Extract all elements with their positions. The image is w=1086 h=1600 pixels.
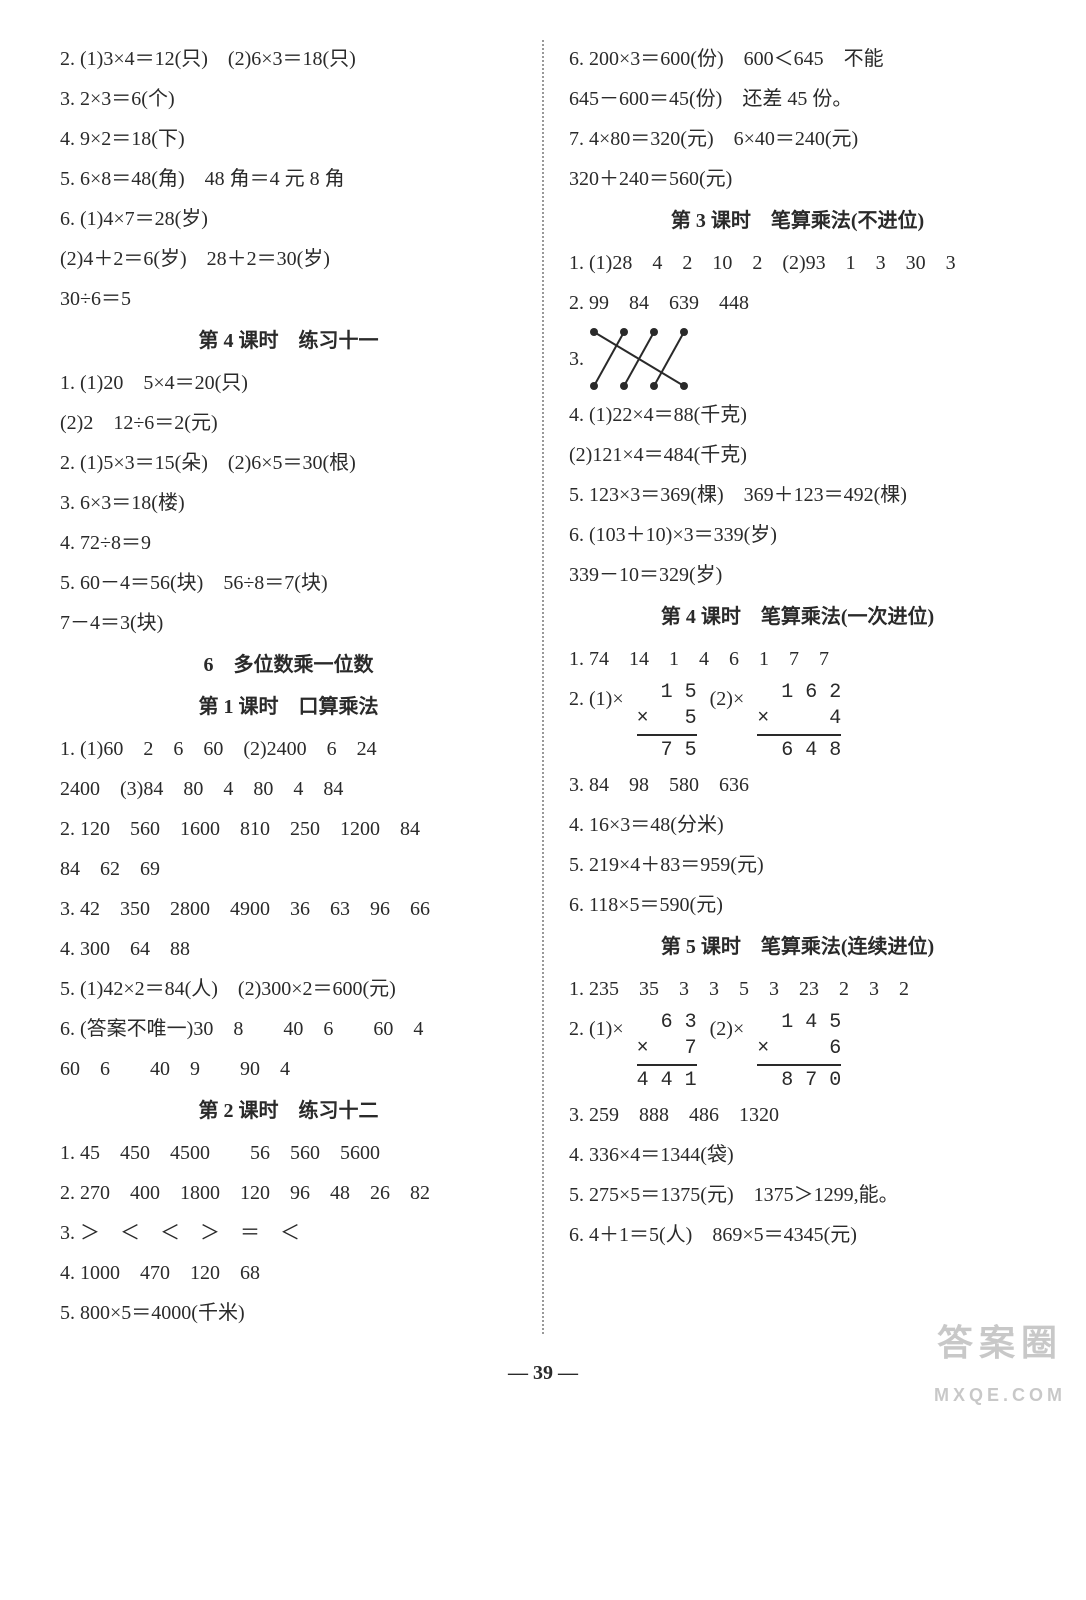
calc-mid: × 5	[637, 706, 697, 732]
text-line: 1. (1)20 5×4＝20(只)	[60, 364, 517, 402]
text-line: 5. 60－4＝56(块) 56÷8＝7(块)	[60, 564, 517, 602]
left-column: 2. (1)3×4＝12(只) (2)6×3＝18(只) 3. 2×3＝6(个)…	[50, 40, 542, 1334]
text-line: 1. 45 450 4500 56 560 5600	[60, 1134, 517, 1172]
text-line: 2. 99 84 639 448	[569, 284, 1026, 322]
calc-res: 4 4 1	[637, 1064, 697, 1094]
text-line: 6. 118×5＝590(元)	[569, 886, 1026, 924]
text-line: 320＋240＝560(元)	[569, 160, 1026, 198]
q2-mid: (2)×	[710, 688, 745, 710]
calc-top: 6 3	[637, 1010, 697, 1036]
page-number-value: 39	[533, 1362, 553, 1384]
text-line: 6. (103＋10)×3＝339(岁)	[569, 516, 1026, 554]
section-heading: 第 3 课时 笔算乘法(不进位)	[569, 202, 1026, 240]
text-line: 3. 6×3＝18(楼)	[60, 484, 517, 522]
vertical-calc: 1 6 2 × 4 6 4 8	[757, 680, 841, 764]
text-line: 339－10＝329(岁)	[569, 556, 1026, 594]
text-line: 4. 1000 470 120 68	[60, 1254, 517, 1292]
calc-res: 6 4 8	[757, 734, 841, 764]
calc-res: 8 7 0	[757, 1064, 841, 1094]
vertical-calc-row: 2. (1)× 6 3 × 7 4 4 1 (2)× 1 4 5 × 6 8 7…	[569, 1010, 1026, 1094]
watermark: 答案圈 MXQE.COM	[934, 1309, 1066, 1412]
text-line: 3. 42 350 2800 4900 36 63 96 66	[60, 890, 517, 928]
text-line: 60 6 40 9 90 4	[60, 1050, 517, 1088]
q3-label: 3.	[569, 340, 584, 378]
text-line: 1. (1)28 4 2 10 2 (2)93 1 3 30 3	[569, 244, 1026, 282]
text-line: 1. 235 35 3 3 5 3 23 2 3 2	[569, 970, 1026, 1008]
cross-match-icon	[584, 324, 694, 394]
calc-top: 1 6 2	[757, 680, 841, 706]
text-line: 30÷6＝5	[60, 280, 517, 318]
text-line: 5. 275×5＝1375(元) 1375＞1299,能。	[569, 1176, 1026, 1214]
q2-prefix: 2. (1)×	[569, 688, 624, 710]
text-line: 645－600＝45(份) 还差 45 份。	[569, 80, 1026, 118]
text-line: 4. 9×2＝18(下)	[60, 120, 517, 158]
q2b-prefix: 2. (1)×	[569, 1018, 624, 1040]
calc-top: 1 5	[637, 680, 697, 706]
text-line: 3. 84 98 580 636	[569, 766, 1026, 804]
matching-diagram-row: 3.	[569, 324, 1026, 394]
text-line: 4. (1)22×4＝88(千克)	[569, 396, 1026, 434]
q2b-mid: (2)×	[710, 1018, 745, 1040]
text-line: 5. 800×5＝4000(千米)	[60, 1294, 517, 1332]
text-line: 3. ＞ ＜ ＜ ＞ ＝ ＜	[60, 1214, 517, 1252]
calc-top: 1 4 5	[757, 1010, 841, 1036]
right-column: 6. 200×3＝600(份) 600＜645 不能 645－600＝45(份)…	[542, 40, 1036, 1334]
text-line: (2)121×4＝484(千克)	[569, 436, 1026, 474]
vertical-calc: 6 3 × 7 4 4 1	[637, 1010, 697, 1094]
text-line: 6. (答案不唯一)30 8 40 6 60 4	[60, 1010, 517, 1048]
text-line: 84 62 69	[60, 850, 517, 888]
text-line: 6. (1)4×7＝28(岁)	[60, 200, 517, 238]
text-line: 4. 336×4＝1344(袋)	[569, 1136, 1026, 1174]
calc-res: 7 5	[637, 734, 697, 764]
text-line: 6. 200×3＝600(份) 600＜645 不能	[569, 40, 1026, 78]
vertical-calc-row: 2. (1)× 1 5 × 5 7 5 (2)× 1 6 2 × 4 6 4 8	[569, 680, 1026, 764]
text-line: 2. 120 560 1600 810 250 1200 84	[60, 810, 517, 848]
section-heading: 第 4 课时 笔算乘法(一次进位)	[569, 598, 1026, 636]
watermark-line1: 答案圈	[934, 1309, 1066, 1377]
calc-mid: × 4	[757, 706, 841, 732]
section-heading: 第 5 课时 笔算乘法(连续进位)	[569, 928, 1026, 966]
vertical-calc: 1 5 × 5 7 5	[637, 680, 697, 764]
text-line: 4. 16×3＝48(分米)	[569, 806, 1026, 844]
two-column-layout: 2. (1)3×4＝12(只) (2)6×3＝18(只) 3. 2×3＝6(个)…	[50, 40, 1036, 1334]
text-line: (2)2 12÷6＝2(元)	[60, 404, 517, 442]
text-line: 7－4＝3(块)	[60, 604, 517, 642]
text-line: 7. 4×80＝320(元) 6×40＝240(元)	[569, 120, 1026, 158]
text-line: 5. (1)42×2＝84(人) (2)300×2＝600(元)	[60, 970, 517, 1008]
text-line: 2. (1)3×4＝12(只) (2)6×3＝18(只)	[60, 40, 517, 78]
section-heading: 第 1 课时 口算乘法	[60, 688, 517, 726]
section-heading: 第 4 课时 练习十一	[60, 322, 517, 360]
text-line: 5. 6×8＝48(角) 48 角＝4 元 8 角	[60, 160, 517, 198]
calc-mid: × 6	[757, 1036, 841, 1062]
text-line: 2. 270 400 1800 120 96 48 26 82	[60, 1174, 517, 1212]
section-heading: 第 2 课时 练习十二	[60, 1092, 517, 1130]
vertical-calc: 1 4 5 × 6 8 7 0	[757, 1010, 841, 1094]
text-line: 2400 (3)84 80 4 80 4 84	[60, 770, 517, 808]
text-line: 4. 72÷8＝9	[60, 524, 517, 562]
text-line: 1. 74 14 1 4 6 1 7 7	[569, 640, 1026, 678]
text-line: 5. 219×4＋83＝959(元)	[569, 846, 1026, 884]
text-line: 1. (1)60 2 6 60 (2)2400 6 24	[60, 730, 517, 768]
text-line: 2. (1)5×3＝15(朵) (2)6×5＝30(根)	[60, 444, 517, 482]
page-number: — 39 —	[50, 1354, 1036, 1392]
watermark-line2: MXQE.COM	[934, 1378, 1066, 1412]
text-line: 5. 123×3＝369(棵) 369＋123＝492(棵)	[569, 476, 1026, 514]
section-heading: 6 多位数乘一位数	[60, 646, 517, 684]
text-line: 3. 2×3＝6(个)	[60, 80, 517, 118]
text-line: 3. 259 888 486 1320	[569, 1096, 1026, 1134]
text-line: 4. 300 64 88	[60, 930, 517, 968]
text-line: 6. 4＋1＝5(人) 869×5＝4345(元)	[569, 1216, 1026, 1254]
text-line: (2)4＋2＝6(岁) 28＋2＝30(岁)	[60, 240, 517, 278]
calc-mid: × 7	[637, 1036, 697, 1062]
